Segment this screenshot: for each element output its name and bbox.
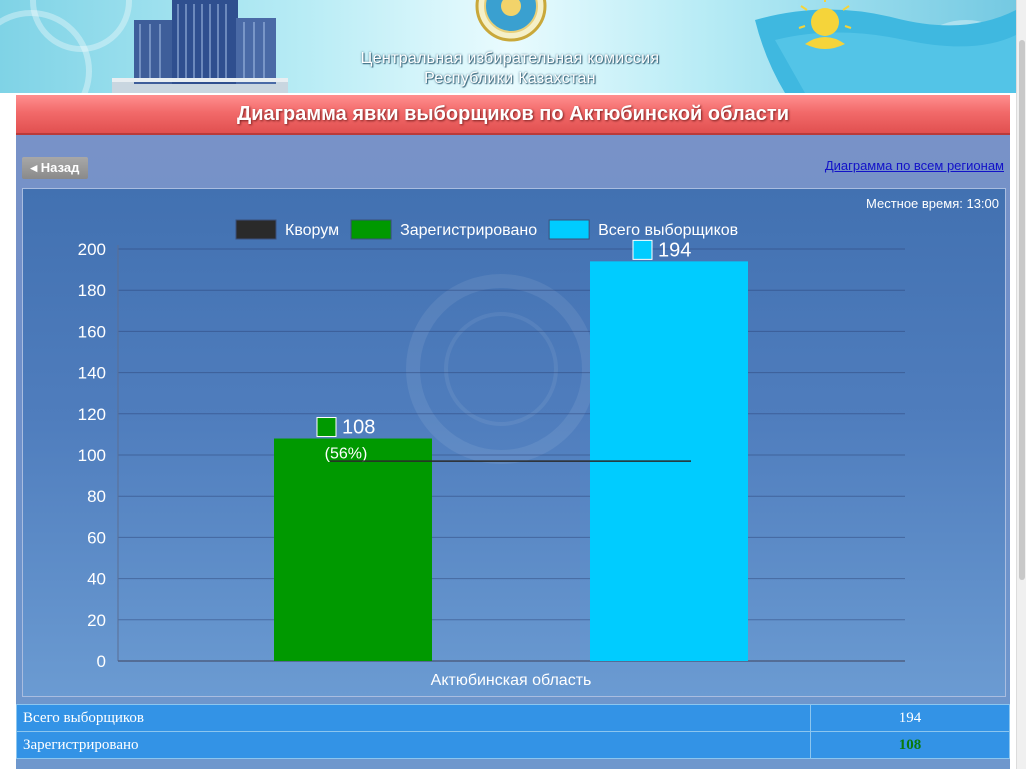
legend-label: Зарегистрировано	[400, 222, 537, 239]
data-label: 194	[658, 239, 691, 261]
y-tick-label: 120	[78, 405, 106, 424]
legend-label: Всего выборщиков	[598, 222, 738, 239]
back-button[interactable]: ◂ Назад	[22, 157, 88, 179]
y-tick-label: 140	[78, 364, 106, 383]
legend-swatch	[548, 219, 590, 240]
watermark-seal	[406, 274, 596, 464]
main-panel: Диаграмма явки выборщиков по Актюбинской…	[16, 95, 1010, 769]
building-image	[112, 0, 288, 93]
bar-registered	[274, 438, 432, 661]
row-value-registered: 108	[810, 731, 1010, 759]
row-label-registered: Зарегистрировано	[16, 731, 811, 759]
y-tick-label: 0	[97, 652, 106, 671]
y-tick-label: 100	[78, 446, 106, 465]
y-tick-label: 200	[78, 240, 106, 259]
page-scrollbar[interactable]	[1016, 0, 1026, 769]
data-label-marker	[316, 417, 337, 438]
page-title: Диаграмма явки выборщиков по Актюбинской…	[236, 103, 789, 125]
watermark-seal	[444, 312, 558, 426]
header-title-line2: Республики Казахстан	[424, 70, 596, 87]
y-tick-label: 180	[78, 281, 106, 300]
y-tick-label: 80	[87, 487, 106, 506]
row-value-total: 194	[810, 704, 1010, 732]
y-tick-label: 20	[87, 611, 106, 630]
header-banner: Центральная избирательная комиссия Респу…	[0, 0, 1016, 93]
data-sublabel: (56%)	[325, 446, 368, 463]
data-label-marker	[632, 239, 653, 260]
y-tick-label: 40	[87, 570, 106, 589]
y-tick-label: 160	[78, 322, 106, 341]
header-title-line1: Центральная избирательная комиссия	[360, 50, 660, 67]
local-time: Местное время: 13:00	[865, 196, 999, 211]
legend-label: Кворум	[285, 222, 339, 239]
legend-swatch	[350, 219, 392, 240]
x-tick-label: Актюбинская область	[431, 672, 592, 689]
summary-table: Всего выборщиков 194 Зарегистрировано 10…	[16, 704, 1010, 759]
y-tick-label: 60	[87, 528, 106, 547]
table-row: Зарегистрировано 108	[16, 731, 1010, 759]
bar-chart: 0 20 40 60 80 100 120 140 160 180 200 108 (56%) 194 Ак…	[78, 219, 905, 689]
row-label-total: Всего выборщиков	[16, 704, 811, 732]
data-label: 108	[342, 417, 375, 439]
legend-swatch	[235, 219, 277, 240]
title-bar: Диаграмма явки выборщиков по Актюбинской…	[16, 95, 1010, 135]
all-regions-link[interactable]: Диаграмма по всем регионам	[824, 158, 1004, 173]
chart-panel: Местное время: 13:00 0 20 40 60 80 100 120 140 1…	[22, 188, 1006, 697]
emblem-icon	[475, 0, 547, 42]
scrollbar-thumb[interactable]	[1019, 40, 1025, 580]
table-row: Всего выборщиков 194	[16, 704, 1010, 732]
flag-image	[755, 0, 1016, 93]
